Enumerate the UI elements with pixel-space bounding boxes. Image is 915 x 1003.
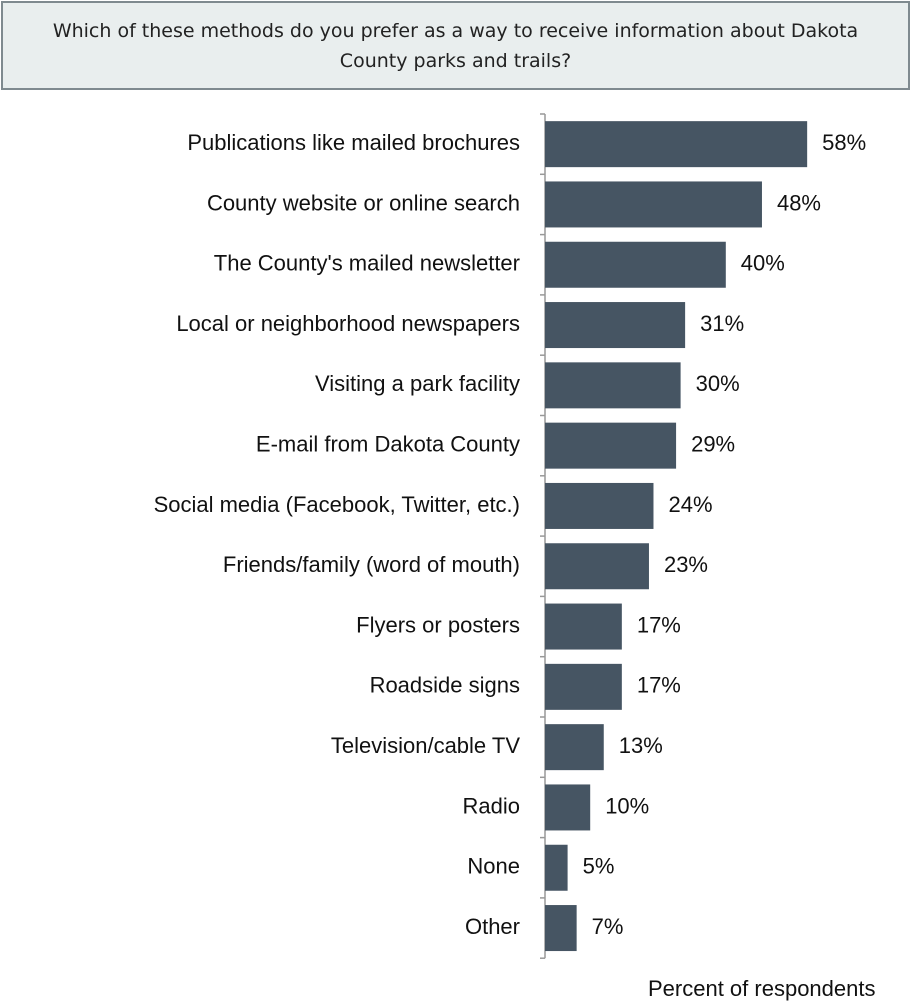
category-label: E-mail from Dakota County: [256, 431, 520, 456]
bar: [545, 543, 649, 590]
value-label: 29%: [691, 431, 735, 456]
value-label: 24%: [668, 492, 712, 517]
value-label: 5%: [583, 854, 615, 879]
category-label: Local or neighborhood newspapers: [176, 311, 520, 336]
value-label: 48%: [777, 190, 821, 215]
category-label: Social media (Facebook, Twitter, etc.): [154, 492, 520, 517]
bar: [545, 844, 568, 891]
bar: [545, 121, 808, 168]
bar: [545, 241, 726, 288]
category-label: Radio: [463, 793, 520, 818]
value-label: 58%: [822, 130, 866, 155]
bar: [545, 422, 677, 469]
value-label: 23%: [664, 552, 708, 577]
chart-title: Which of these methods do you prefer as …: [52, 19, 859, 72]
bar: [545, 482, 654, 529]
value-label: 40%: [741, 251, 785, 276]
bar: [545, 302, 686, 349]
category-label: County website or online search: [207, 190, 520, 215]
category-label: Publications like mailed brochures: [187, 130, 520, 155]
category-label: Television/cable TV: [331, 733, 520, 758]
value-label: 17%: [637, 673, 681, 698]
category-label: Friends/family (word of mouth): [223, 552, 520, 577]
x-axis-label: Percent of respondents: [648, 976, 875, 1001]
title-box: Which of these methods do you prefer as …: [1, 1, 910, 90]
bar: [545, 724, 604, 771]
category-label: Other: [465, 914, 520, 939]
value-label: 31%: [700, 311, 744, 336]
bar: [545, 362, 681, 409]
category-label: The County's mailed newsletter: [214, 251, 520, 276]
category-label: Roadside signs: [370, 673, 520, 698]
category-label: Flyers or posters: [356, 612, 520, 637]
bar: [545, 181, 762, 228]
value-label: 30%: [696, 371, 740, 396]
bar: [545, 905, 577, 952]
bar: [545, 663, 622, 710]
bar: [545, 784, 591, 831]
value-label: 17%: [637, 612, 681, 637]
value-label: 7%: [592, 914, 624, 939]
value-label: 13%: [619, 733, 663, 758]
category-label: Visiting a park facility: [315, 371, 520, 396]
value-label: 10%: [605, 793, 649, 818]
category-label: None: [467, 854, 520, 879]
bar: [545, 603, 622, 650]
